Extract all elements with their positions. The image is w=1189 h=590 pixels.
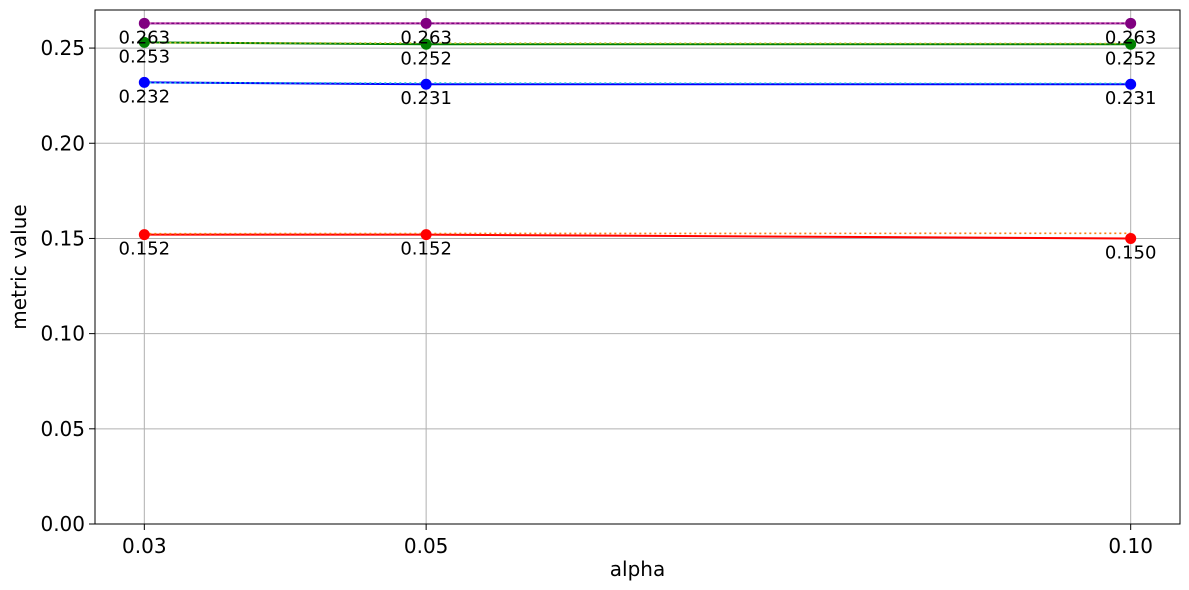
y-tick-label: 0.25 <box>40 36 85 60</box>
data-point-marker <box>1125 38 1137 50</box>
data-label: 0.152 <box>400 239 452 260</box>
plot-frame <box>94 9 1181 525</box>
y-tick-label: 0.15 <box>40 226 85 250</box>
data-label: 0.252 <box>400 48 452 69</box>
data-point-marker <box>138 36 150 48</box>
axis-ticks: 0.00 0.05 0.10 0.15 0.20 0.25 0.03 0.05 0.10 <box>40 36 1152 558</box>
data-label: 0.150 <box>1105 242 1157 263</box>
data-point-marker <box>138 17 150 29</box>
data-point-marker <box>138 229 150 241</box>
series-lines <box>144 22 1131 240</box>
data-label: 0.252 <box>1105 48 1157 69</box>
data-label: 0.263 <box>400 27 452 48</box>
data-point-marker <box>138 76 150 88</box>
y-axis-label: metric value <box>7 204 31 329</box>
data-label: 0.263 <box>119 27 171 48</box>
y-tick-label: 0.00 <box>40 512 85 536</box>
data-label: 0.232 <box>119 86 171 107</box>
x-tick-label: 0.05 <box>404 534 449 558</box>
y-tick-label: 0.20 <box>40 131 85 155</box>
y-tick-label: 0.10 <box>40 322 85 346</box>
data-point-marker <box>1125 17 1137 29</box>
x-tick-label: 0.03 <box>122 534 167 558</box>
data-point-marker <box>1125 232 1137 244</box>
series-line <box>144 233 1131 240</box>
data-point-marker <box>420 229 432 241</box>
grid-lines <box>95 10 1180 525</box>
data-point-marker <box>420 17 432 29</box>
data-point-marker <box>420 38 432 50</box>
series-line <box>144 41 1131 46</box>
data-label: 0.231 <box>400 88 452 109</box>
y-tick-label: 0.05 <box>40 417 85 441</box>
data-point-marker <box>1125 78 1137 90</box>
x-tick-label: 0.10 <box>1108 534 1153 558</box>
series-markers <box>138 17 1137 244</box>
data-label: 0.152 <box>119 239 171 260</box>
data-point-marker <box>420 78 432 90</box>
data-label: 0.253 <box>119 46 171 67</box>
data-label: 0.231 <box>1105 88 1157 109</box>
data-label: 0.263 <box>1105 27 1157 48</box>
series-line <box>144 81 1131 86</box>
x-axis-label: alpha <box>610 557 665 581</box>
